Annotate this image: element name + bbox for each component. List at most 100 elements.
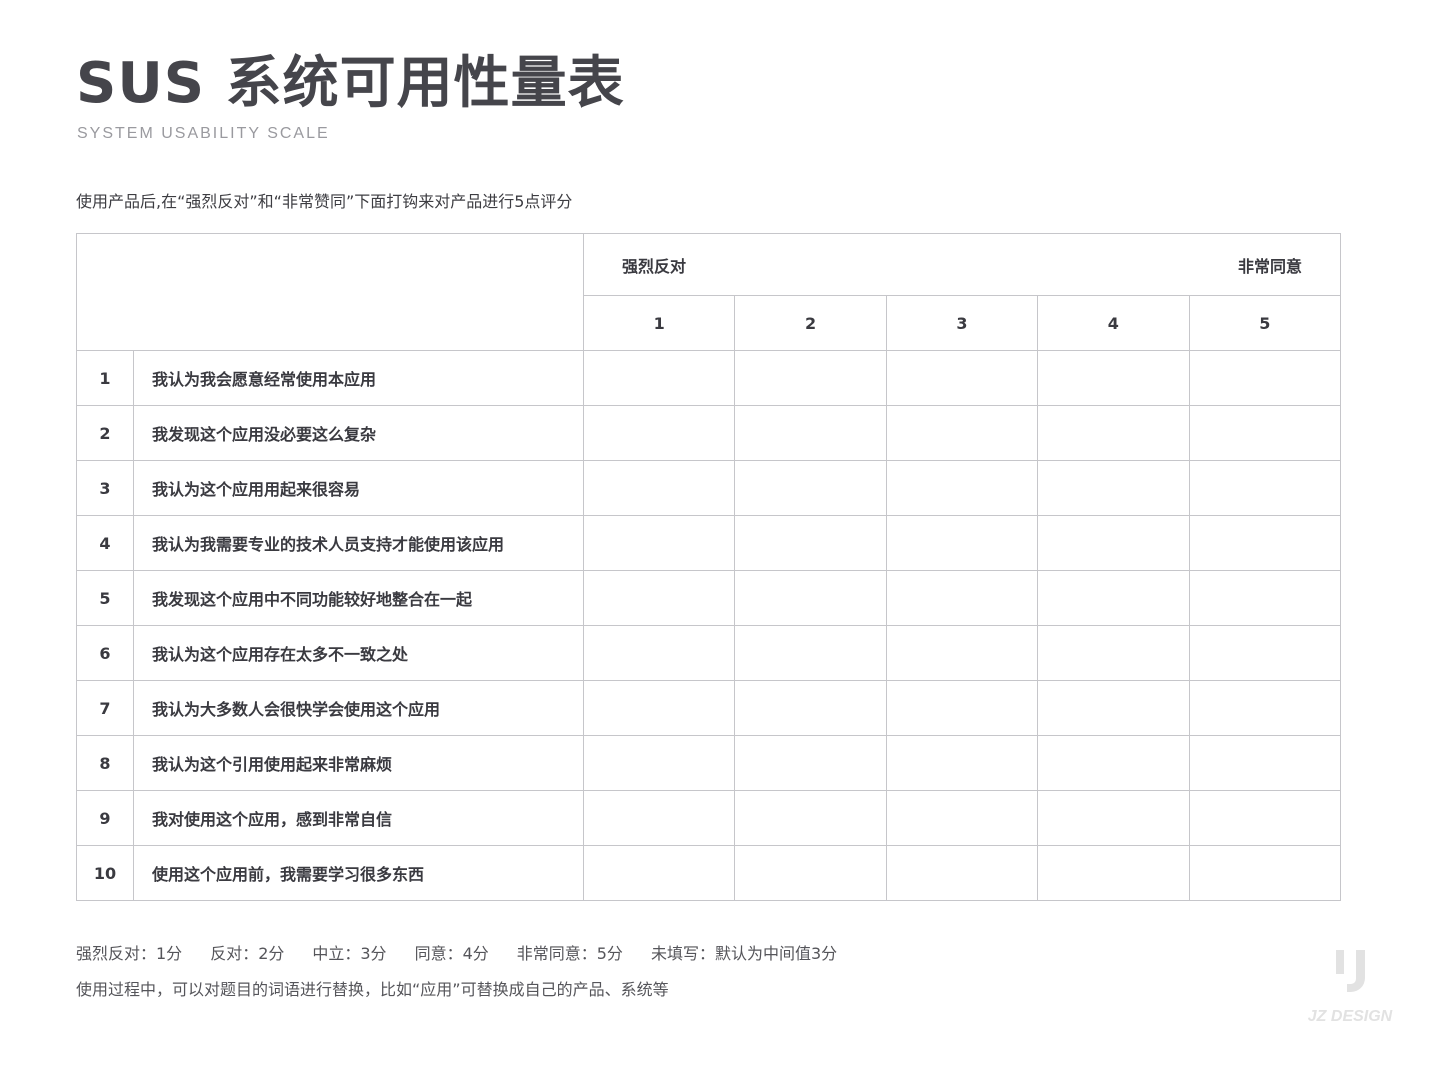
table-row: 6 我认为这个应用存在太多不一致之处 [76, 625, 1342, 681]
usage-note: 使用过程中，可以对题目的词语进行替换，比如“应用”可替换成自己的产品、系统等 [76, 980, 669, 999]
score-cell-1[interactable] [582, 625, 736, 681]
score-cell-4[interactable] [1037, 405, 1190, 461]
legend-item: 未填写：默认为中间值3分 [650, 944, 838, 963]
score-cell-5[interactable] [1188, 735, 1342, 791]
score-cell-4[interactable] [1037, 845, 1190, 901]
question-text: 我对使用这个应用，感到非常自信 [133, 790, 584, 846]
question-number: 9 [76, 790, 134, 846]
score-cell-2[interactable] [734, 735, 887, 791]
question-text: 我认为这个引用使用起来非常麻烦 [133, 735, 584, 791]
instruction-text: 使用产品后,在“强烈反对”和“非常赞同”下面打钩来对产品进行5点评分 [76, 192, 573, 211]
score-cell-4[interactable] [1037, 570, 1190, 626]
score-cell-5[interactable] [1188, 570, 1342, 626]
score-cell-1[interactable] [582, 790, 736, 846]
score-cell-2[interactable] [734, 350, 887, 406]
legend-item: 非常同意：5分 [516, 944, 623, 963]
question-number: 8 [76, 735, 134, 791]
score-cell-1[interactable] [582, 845, 736, 901]
score-header-2: 2 [734, 295, 887, 351]
score-cell-2[interactable] [734, 680, 887, 736]
score-cell-2[interactable] [734, 570, 887, 626]
score-cell-3[interactable] [885, 845, 1039, 901]
score-header-5: 5 [1188, 295, 1342, 351]
score-cell-4[interactable] [1037, 460, 1190, 516]
score-cell-3[interactable] [885, 680, 1039, 736]
question-number: 10 [76, 845, 134, 901]
scale-high-label: 非常同意 [1237, 256, 1302, 276]
score-cell-2[interactable] [734, 405, 887, 461]
question-text: 使用这个应用前，我需要学习很多东西 [133, 845, 584, 901]
score-cell-1[interactable] [582, 350, 736, 406]
score-cell-5[interactable] [1188, 680, 1342, 736]
score-cell-4[interactable] [1037, 680, 1190, 736]
question-text: 我发现这个应用没必要这么复杂 [133, 405, 584, 461]
score-cell-4[interactable] [1037, 515, 1190, 571]
legend-item: 反对：2分 [210, 944, 285, 963]
legend-item: 同意：4分 [414, 944, 489, 963]
legend-item: 强烈反对：1分 [76, 944, 183, 963]
table-row: 8 我认为这个引用使用起来非常麻烦 [76, 735, 1342, 791]
table-row: 7 我认为大多数人会很快学会使用这个应用 [76, 680, 1342, 736]
score-cell-3[interactable] [885, 350, 1039, 406]
question-number: 2 [76, 405, 134, 461]
score-header-4: 4 [1037, 295, 1190, 351]
score-cell-1[interactable] [582, 405, 736, 461]
table-row: 2 我发现这个应用没必要这么复杂 [76, 405, 1342, 461]
question-number: 3 [76, 460, 134, 516]
score-cell-2[interactable] [734, 790, 887, 846]
table-row: 9 我对使用这个应用，感到非常自信 [76, 790, 1342, 846]
score-cell-1[interactable] [582, 515, 736, 571]
page-title: SUS 系统可用性量表 [76, 51, 625, 116]
score-cell-4[interactable] [1037, 625, 1190, 681]
score-header-3: 3 [885, 295, 1039, 351]
score-cell-2[interactable] [734, 625, 887, 681]
question-text: 我认为这个应用用起来很容易 [133, 460, 584, 516]
score-cell-4[interactable] [1037, 350, 1190, 406]
score-cell-3[interactable] [885, 625, 1039, 681]
score-cell-4[interactable] [1037, 790, 1190, 846]
score-cell-2[interactable] [734, 845, 887, 901]
score-cell-5[interactable] [1188, 515, 1342, 571]
question-number: 6 [76, 625, 134, 681]
question-number: 1 [76, 350, 134, 406]
score-cell-3[interactable] [885, 570, 1039, 626]
jz-design-logo: JZ DESIGN [1300, 948, 1400, 1026]
table-row: 4 我认为我需要专业的技术人员支持才能使用该应用 [76, 515, 1342, 571]
question-text: 我认为我需要专业的技术人员支持才能使用该应用 [133, 515, 584, 571]
score-cell-4[interactable] [1037, 735, 1190, 791]
blank-header-cell [76, 233, 584, 351]
score-cell-3[interactable] [885, 735, 1039, 791]
score-cell-3[interactable] [885, 790, 1039, 846]
table-row: 3 我认为这个应用用起来很容易 [76, 460, 1342, 516]
score-cell-5[interactable] [1188, 460, 1342, 516]
question-text: 我发现这个应用中不同功能较好地整合在一起 [133, 570, 584, 626]
question-text: 我认为我会愿意经常使用本应用 [133, 350, 584, 406]
question-number: 4 [76, 515, 134, 571]
table-row: 10 使用这个应用前，我需要学习很多东西 [76, 845, 1342, 901]
score-cell-1[interactable] [582, 680, 736, 736]
score-cell-1[interactable] [582, 460, 736, 516]
question-text: 我认为大多数人会很快学会使用这个应用 [133, 680, 584, 736]
table-row: 5 我发现这个应用中不同功能较好地整合在一起 [76, 570, 1342, 626]
scale-header: 强烈反对 非常同意 [583, 233, 1341, 296]
score-cell-3[interactable] [885, 460, 1039, 516]
score-cell-5[interactable] [1188, 845, 1342, 901]
score-cell-5[interactable] [1188, 350, 1342, 406]
score-cell-1[interactable] [582, 570, 736, 626]
question-text: 我认为这个应用存在太多不一致之处 [133, 625, 584, 681]
score-cell-1[interactable] [582, 735, 736, 791]
legend-item: 中立：3分 [312, 944, 387, 963]
score-legend: 强烈反对：1分 反对：2分 中立：3分 同意：4分 非常同意：5分 未填写：默认为中间值3… [76, 940, 837, 964]
score-cell-5[interactable] [1188, 625, 1342, 681]
score-cell-3[interactable] [885, 405, 1039, 461]
score-cell-5[interactable] [1188, 405, 1342, 461]
score-cell-3[interactable] [885, 515, 1039, 571]
score-cell-5[interactable] [1188, 790, 1342, 846]
question-number: 5 [76, 570, 134, 626]
scale-low-label: 强烈反对 [622, 256, 687, 276]
score-header-1: 1 [582, 295, 736, 351]
score-cell-2[interactable] [734, 460, 887, 516]
table-row: 1 我认为我会愿意经常使用本应用 [76, 350, 1342, 406]
score-cell-2[interactable] [734, 515, 887, 571]
